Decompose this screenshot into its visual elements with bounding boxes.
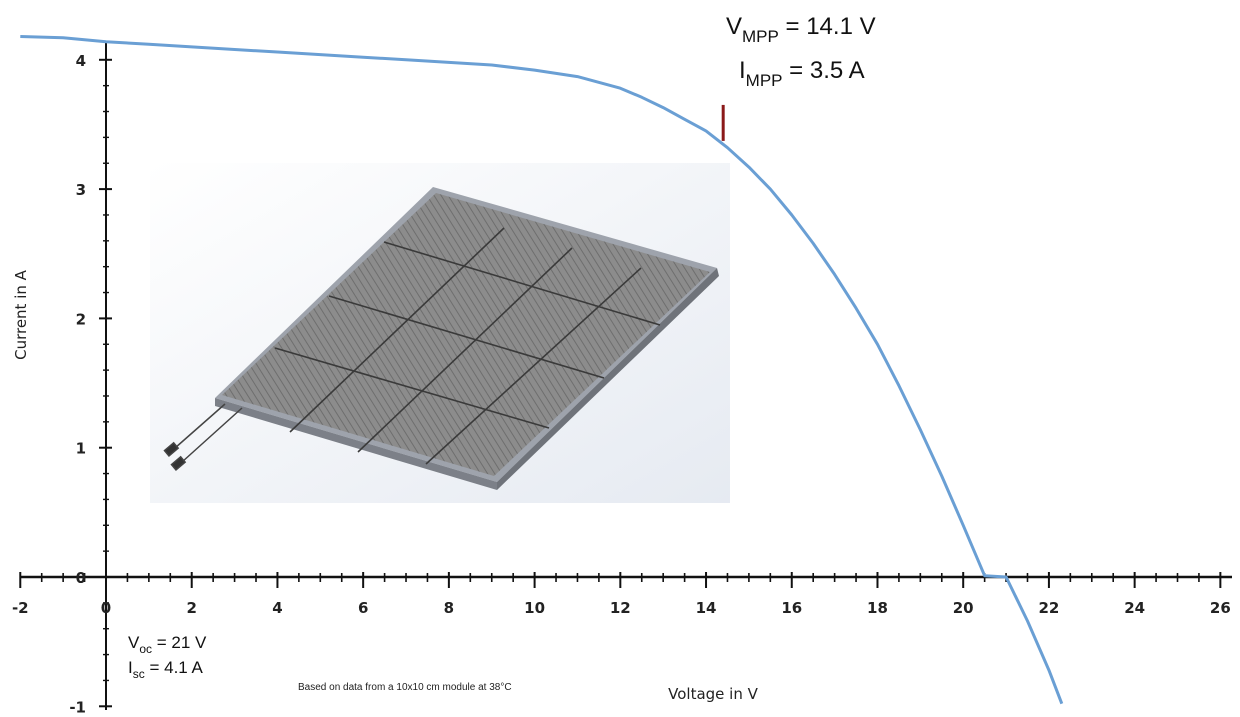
voc-annotation: Voc = 21 V: [128, 633, 207, 656]
panel-frame-edge: [215, 398, 497, 490]
y-tick-label: 0: [76, 569, 86, 587]
x-tick-label: 26: [1210, 599, 1231, 617]
impp-annotation: IMPP = 3.5 A: [739, 57, 865, 90]
x-tick-label: 2: [187, 599, 197, 617]
panel-frame-side: [497, 268, 719, 490]
panel-cell-grid: [274, 227, 661, 465]
y-tick-label: 1: [76, 440, 86, 458]
x-tick-label: 12: [610, 599, 631, 617]
source-note: Based on data from a 10x10 cm module at …: [298, 682, 512, 693]
x-tick-label: -2: [12, 599, 29, 617]
y-axis-title: Current in A: [12, 269, 30, 360]
x-tick-label: 6: [358, 599, 368, 617]
x-tick-label: 24: [1124, 599, 1145, 617]
x-tick-label: 18: [867, 599, 888, 617]
x-tick-label: 10: [524, 599, 545, 617]
x-tick-label: 20: [953, 599, 974, 617]
panel-cables: [163, 403, 243, 471]
x-tick-label: 14: [696, 599, 717, 617]
panel-cells: [222, 193, 710, 476]
x-tick-label: 0: [101, 599, 111, 617]
y-tick-label: 2: [76, 310, 86, 328]
y-tick-label: -1: [69, 698, 86, 716]
x-tick-label: 22: [1038, 599, 1059, 617]
solar-panel-illustration: [150, 163, 730, 503]
x-tick-label: 4: [272, 599, 282, 617]
series-iv-curve: [20, 35, 1064, 705]
y-tick-label: 3: [76, 181, 86, 199]
y-tick-label: 4: [76, 52, 86, 70]
x-tick-label: 8: [444, 599, 454, 617]
x-tick-label: 16: [781, 599, 802, 617]
isc-annotation: Isc = 4.1 A: [128, 658, 204, 681]
axis-ticks: [19, 58, 1222, 708]
x-axis-title: Voltage in V: [668, 685, 758, 703]
vmpp-annotation: VMPP = 14.1 V: [726, 13, 876, 46]
